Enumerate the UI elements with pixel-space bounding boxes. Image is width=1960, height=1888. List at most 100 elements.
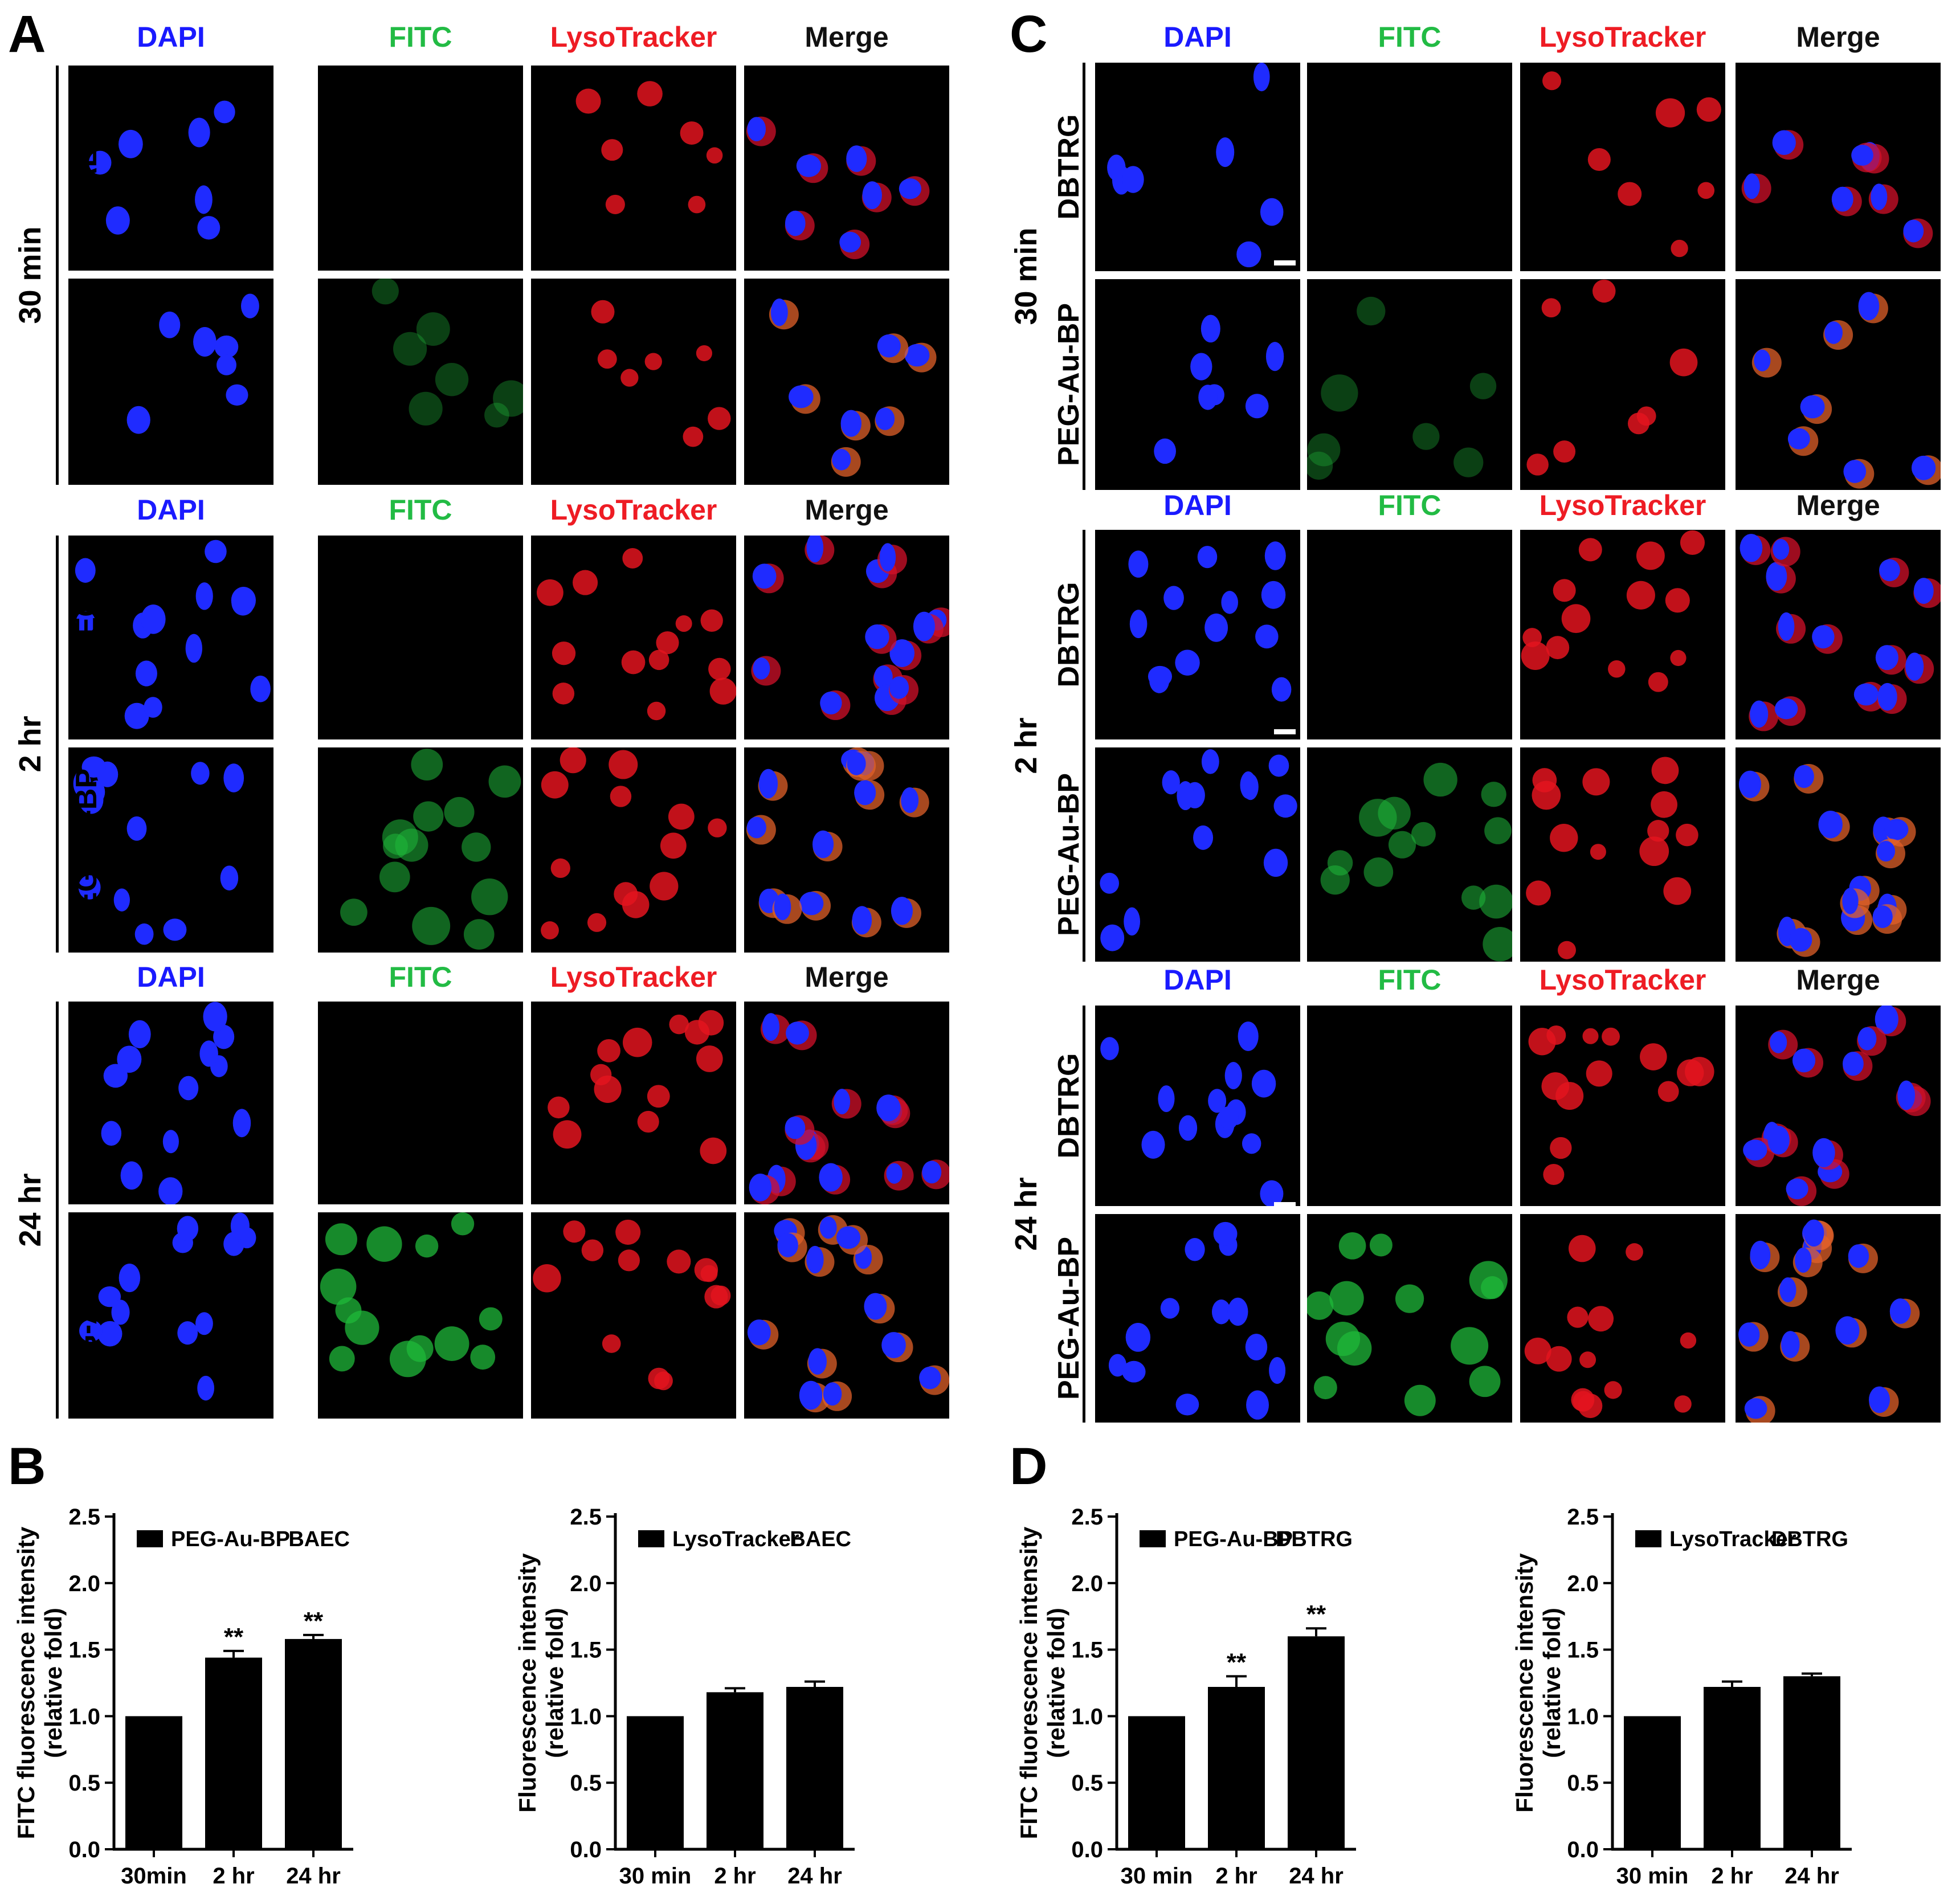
left-tile-1-1-lyso xyxy=(531,747,736,953)
right-tile-2-1-fitc xyxy=(1307,1214,1512,1423)
right-tile-1-1-dapi xyxy=(1095,747,1300,962)
left-row-label-2-0: BAEC xyxy=(70,1061,103,1145)
right-header-merge-0: Merge xyxy=(1796,21,1880,53)
y-tick-label: 2.5 xyxy=(570,1505,602,1530)
left-tile-2-1-lyso xyxy=(531,1212,736,1419)
left-bracket-0 xyxy=(56,66,59,485)
bar xyxy=(125,1716,182,1849)
x-tick-label: 30 min xyxy=(1121,1864,1193,1888)
left-header-merge-1: Merge xyxy=(805,494,889,526)
legend-swatch xyxy=(638,1530,664,1547)
panel-letter-c: C xyxy=(1010,5,1048,63)
left-header-merge-2: Merge xyxy=(805,961,889,993)
x-tick-label: 2 hr xyxy=(1711,1864,1753,1888)
left-tile-2-0-fitc xyxy=(318,1002,523,1204)
left-tile-0-0-merge xyxy=(744,66,949,271)
y-tick-label: 0.0 xyxy=(570,1837,602,1862)
left-row-label-0-1: PEG-Au-BP xyxy=(70,300,103,463)
left-tile-1-0-dapi xyxy=(68,536,273,739)
x-tick-label: 24 hr xyxy=(286,1864,341,1888)
left-header-fitc-1: FITC xyxy=(389,494,452,526)
left-tile-0-1-dapi xyxy=(68,279,273,485)
bar xyxy=(205,1657,262,1849)
y-tick-label: 1.0 xyxy=(570,1704,602,1729)
legend-swatch xyxy=(1635,1530,1661,1547)
right-tile-0-0-merge xyxy=(1736,63,1941,271)
right-tile-1-0-fitc xyxy=(1307,530,1512,739)
left-header-dapi-0: DAPI xyxy=(137,21,205,53)
bar xyxy=(1783,1676,1840,1849)
right-tile-2-1-merge xyxy=(1736,1214,1941,1423)
bar xyxy=(1624,1716,1681,1849)
left-row-label-0-0: BAEC xyxy=(70,126,103,210)
left-time-label-0: 30 min xyxy=(13,226,47,324)
right-bracket-2 xyxy=(1083,1006,1085,1423)
scale-bar xyxy=(1274,1202,1296,1207)
right-header-fitc-1: FITC xyxy=(1378,489,1442,521)
left-header-fitc-2: FITC xyxy=(389,961,452,993)
left-bracket-1 xyxy=(56,536,59,953)
left-tile-1-0-fitc xyxy=(318,536,523,739)
x-tick-label: 24 hr xyxy=(787,1864,842,1888)
right-header-lyso-0: LysoTracker xyxy=(1539,21,1706,53)
bar xyxy=(1288,1636,1345,1849)
significance-mark: ** xyxy=(304,1607,324,1635)
right-header-merge-2: Merge xyxy=(1796,964,1880,996)
x-tick-label: 30 min xyxy=(1616,1864,1689,1888)
left-tile-0-1-lyso xyxy=(531,279,736,485)
right-tile-0-1-merge xyxy=(1736,279,1941,490)
y-tick-label: 1.0 xyxy=(1071,1704,1103,1729)
bar xyxy=(1208,1687,1265,1849)
left-tile-1-1-dapi xyxy=(68,747,273,953)
legend-label: PEG-Au-BP xyxy=(171,1527,290,1551)
y-tick-label: 2.5 xyxy=(1567,1505,1599,1530)
right-tile-0-0-fitc xyxy=(1307,63,1512,271)
right-time-label-1: 2 hr xyxy=(1009,717,1043,774)
left-tile-0-0-lyso xyxy=(531,66,736,271)
x-tick-label: 2 hr xyxy=(1215,1864,1257,1888)
y-tick-label: 2.5 xyxy=(1071,1505,1103,1530)
left-tile-2-1-fitc xyxy=(318,1212,523,1419)
right-row-label-0-1: PEG-Au-BP xyxy=(1052,303,1085,466)
right-row-label-1-1: PEG-Au-BP xyxy=(1052,773,1085,936)
right-row-label-1-0: DBTRG xyxy=(1052,582,1085,688)
cell-label: DBTRG xyxy=(1771,1527,1848,1551)
x-tick-label: 30min xyxy=(121,1864,187,1888)
left-tile-2-1-dapi xyxy=(68,1212,273,1419)
right-tile-2-1-lyso xyxy=(1520,1214,1725,1423)
right-time-label-2: 24 hr xyxy=(1009,1177,1043,1251)
y-tick-label: 0.0 xyxy=(68,1837,100,1862)
bar xyxy=(285,1638,342,1849)
cell-label: BAEC xyxy=(790,1527,851,1551)
left-tile-0-0-dapi xyxy=(68,66,273,271)
legend-label: LysoTracker xyxy=(1669,1527,1796,1551)
right-header-fitc-2: FITC xyxy=(1378,964,1442,996)
y-axis-label: (relative fold) xyxy=(40,1608,67,1758)
right-row-label-0-0: DBTRG xyxy=(1052,114,1085,220)
x-tick-label: 30 min xyxy=(619,1864,692,1888)
scale-bar xyxy=(279,1202,301,1207)
right-tile-0-1-fitc xyxy=(1307,279,1512,490)
y-tick-label: 0.5 xyxy=(1567,1771,1599,1796)
right-tile-0-1-dapi xyxy=(1095,279,1300,490)
right-time-label-0: 30 min xyxy=(1009,227,1043,325)
right-tile-0-0-dapi xyxy=(1095,63,1300,271)
x-tick-label: 2 hr xyxy=(213,1864,254,1888)
right-tile-2-0-fitc xyxy=(1307,1006,1512,1206)
bar-chart-b-1: 0.0 0.5 1.0 1.5 2.0 2.5 Fluorescence intensity… xyxy=(514,1505,855,1888)
x-tick-label: 24 hr xyxy=(1785,1864,1839,1888)
left-tile-2-0-merge xyxy=(744,1002,949,1204)
right-tile-2-1-dapi xyxy=(1095,1214,1300,1423)
right-header-merge-1: Merge xyxy=(1796,489,1880,521)
left-time-label-1: 2 hr xyxy=(13,716,47,773)
y-axis-label: (relative fold) xyxy=(1538,1608,1565,1758)
bar-chart-d-2: 0.0 0.5 1.0 1.5 2.0 2.5 FITC fluorescence inte… xyxy=(1015,1505,1356,1888)
bar-chart-d-3: 0.0 0.5 1.0 1.5 2.0 2.5 Fluorescence intensity… xyxy=(1511,1505,1852,1888)
x-tick-label: 2 hr xyxy=(714,1864,756,1888)
right-bracket-1 xyxy=(1083,530,1085,962)
panel-letter-d: D xyxy=(1010,1437,1048,1495)
left-tile-0-1-merge xyxy=(744,279,949,485)
legend-label: PEG-Au-BP xyxy=(1174,1527,1293,1551)
y-axis-label: FITC fluorescence intensity xyxy=(13,1526,39,1839)
right-tile-0-0-lyso xyxy=(1520,63,1725,271)
